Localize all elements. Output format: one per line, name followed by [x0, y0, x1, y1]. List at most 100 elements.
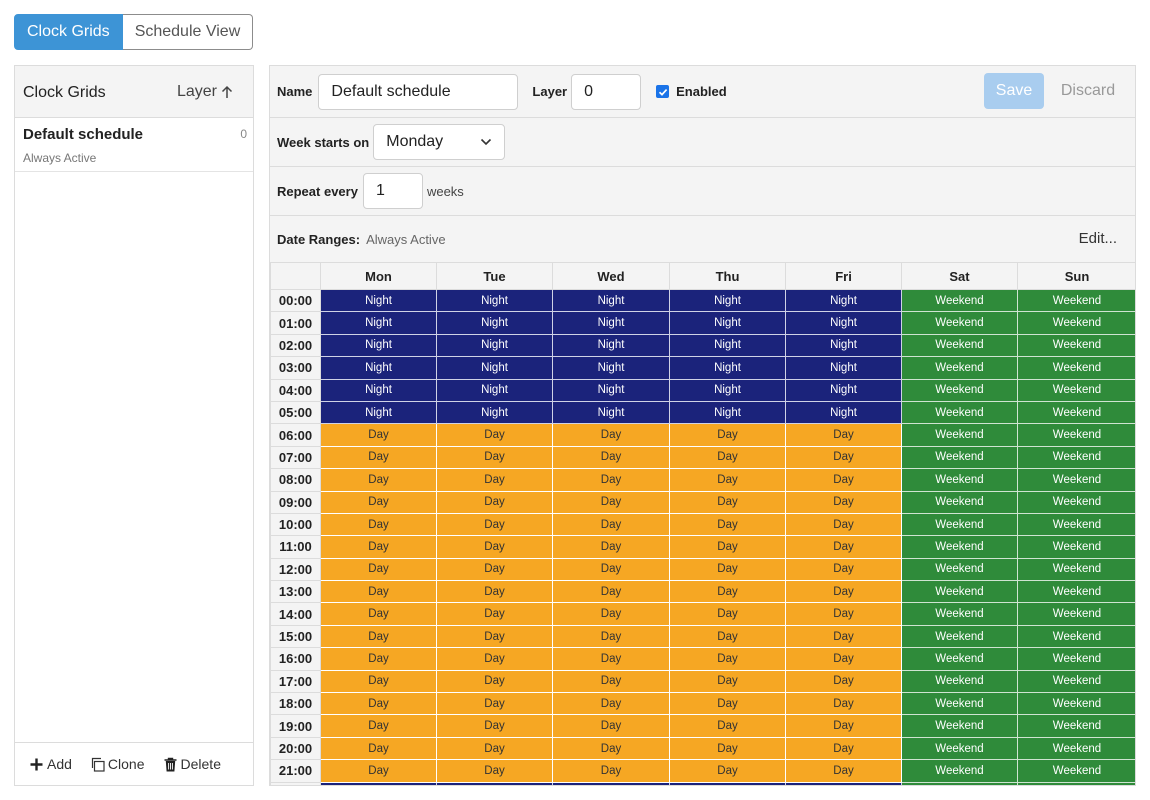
grid-cell[interactable]: Day: [436, 423, 553, 447]
grid-cell[interactable]: Weekend: [1017, 692, 1135, 716]
grid-cell[interactable]: Night: [785, 333, 902, 358]
grid-cell[interactable]: Night: [785, 311, 902, 335]
add-button[interactable]: Add: [29, 756, 72, 772]
grid-cell[interactable]: Day: [320, 714, 437, 738]
clock-grid-item[interactable]: Default schedule Always Active 0: [15, 118, 253, 172]
grid-cell[interactable]: Night: [320, 311, 437, 335]
grid-cell[interactable]: Day: [320, 736, 437, 761]
grid-cell[interactable]: Weekend: [901, 692, 1018, 716]
grid-cell[interactable]: Weekend: [1017, 512, 1135, 537]
grid-cell[interactable]: [1017, 781, 1135, 785]
grid-cell[interactable]: Night: [552, 311, 670, 335]
grid-cell[interactable]: Day: [785, 647, 902, 671]
grid-cell[interactable]: Weekend: [901, 423, 1018, 447]
grid-cell[interactable]: Weekend: [901, 400, 1018, 425]
grid-cell[interactable]: Day: [436, 692, 553, 716]
grid-cell[interactable]: Night: [669, 311, 786, 335]
grid-cell[interactable]: Day: [785, 669, 902, 694]
grid-cell[interactable]: Night: [669, 378, 786, 402]
grid-cell[interactable]: Day: [436, 535, 553, 559]
grid-cell[interactable]: Day: [552, 759, 670, 783]
grid-cell[interactable]: Day: [785, 535, 902, 559]
edit-date-ranges-link[interactable]: Edit...: [1078, 230, 1117, 247]
grid-cell[interactable]: Day: [552, 557, 670, 582]
grid-cell[interactable]: Night: [552, 288, 670, 313]
grid-cell[interactable]: Day: [436, 714, 553, 738]
grid-cell[interactable]: Weekend: [901, 580, 1018, 604]
grid-cell[interactable]: Day: [552, 490, 670, 514]
grid-cell[interactable]: Day: [320, 557, 437, 582]
grid-cell[interactable]: Day: [669, 423, 786, 447]
enabled-checkbox[interactable]: [656, 85, 670, 98]
grid-cell[interactable]: Night: [436, 356, 553, 380]
grid-cell[interactable]: [552, 781, 670, 785]
grid-cell[interactable]: Night: [785, 378, 902, 402]
grid-cell[interactable]: [669, 781, 786, 785]
grid-cell[interactable]: Day: [320, 468, 437, 492]
grid-cell[interactable]: Day: [552, 714, 670, 738]
grid-cell[interactable]: Day: [669, 557, 786, 582]
grid-cell[interactable]: Day: [552, 669, 670, 694]
layer-input[interactable]: 0: [571, 73, 642, 110]
grid-cell[interactable]: Weekend: [1017, 311, 1135, 335]
grid-cell[interactable]: Night: [436, 288, 553, 313]
grid-cell[interactable]: Day: [785, 445, 902, 470]
grid-cell[interactable]: Day: [669, 714, 786, 738]
grid-cell[interactable]: Day: [552, 736, 670, 761]
grid-cell[interactable]: Day: [669, 692, 786, 716]
save-button[interactable]: Save: [984, 73, 1044, 109]
grid-cell[interactable]: Day: [320, 423, 437, 447]
grid-cell[interactable]: Weekend: [901, 647, 1018, 671]
grid-cell[interactable]: Day: [320, 692, 437, 716]
grid-cell[interactable]: Weekend: [1017, 669, 1135, 694]
grid-cell[interactable]: Day: [669, 602, 786, 626]
grid-cell[interactable]: Day: [320, 647, 437, 671]
grid-cell[interactable]: Day: [785, 580, 902, 604]
grid-cell[interactable]: Day: [320, 624, 437, 649]
grid-cell[interactable]: Day: [552, 692, 670, 716]
grid-cell[interactable]: Night: [669, 288, 786, 313]
repeat-input[interactable]: 1: [362, 173, 423, 209]
grid-cell[interactable]: Night: [320, 378, 437, 402]
grid-cell[interactable]: Day: [436, 647, 553, 671]
grid-cell[interactable]: Night: [669, 400, 786, 425]
grid-cell[interactable]: Day: [436, 490, 553, 514]
grid-cell[interactable]: Day: [320, 669, 437, 694]
grid-cell[interactable]: Day: [552, 580, 670, 604]
grid-cell[interactable]: Weekend: [901, 333, 1018, 358]
grid-cell[interactable]: Day: [785, 714, 902, 738]
grid-cell[interactable]: Day: [669, 669, 786, 694]
grid-cell[interactable]: Weekend: [1017, 333, 1135, 358]
grid-cell[interactable]: Weekend: [901, 759, 1018, 783]
grid-cell[interactable]: Day: [669, 512, 786, 537]
schedule-view-tab[interactable]: Schedule View: [122, 14, 254, 50]
grid-cell[interactable]: Day: [785, 759, 902, 783]
grid-cell[interactable]: Day: [669, 624, 786, 649]
grid-cell[interactable]: Day: [436, 736, 553, 761]
grid-cell[interactable]: Day: [436, 624, 553, 649]
grid-cell[interactable]: Weekend: [1017, 535, 1135, 559]
discard-button[interactable]: Discard: [1060, 82, 1116, 99]
grid-cell[interactable]: [901, 781, 1018, 785]
grid-cell[interactable]: Day: [669, 468, 786, 492]
grid-cell[interactable]: Day: [320, 759, 437, 783]
sort-by-layer-button[interactable]: Layer: [177, 83, 245, 101]
grid-cell[interactable]: Day: [320, 490, 437, 514]
grid-cell[interactable]: Day: [436, 602, 553, 626]
grid-cell[interactable]: Weekend: [1017, 736, 1135, 761]
grid-cell[interactable]: Day: [436, 580, 553, 604]
grid-cell[interactable]: Night: [552, 356, 670, 380]
grid-cell[interactable]: Weekend: [1017, 445, 1135, 470]
grid-cell[interactable]: Weekend: [901, 535, 1018, 559]
grid-cell[interactable]: Weekend: [901, 512, 1018, 537]
grid-cell[interactable]: Night: [669, 356, 786, 380]
grid-cell[interactable]: Night: [785, 288, 902, 313]
grid-cell[interactable]: Day: [669, 736, 786, 761]
grid-cell[interactable]: Weekend: [901, 714, 1018, 738]
grid-cell[interactable]: [320, 781, 437, 785]
delete-button[interactable]: Delete: [163, 756, 221, 772]
grid-cell[interactable]: Weekend: [1017, 378, 1135, 402]
grid-cell[interactable]: Day: [669, 647, 786, 671]
grid-cell[interactable]: Day: [552, 535, 670, 559]
grid-cell[interactable]: Night: [552, 400, 670, 425]
